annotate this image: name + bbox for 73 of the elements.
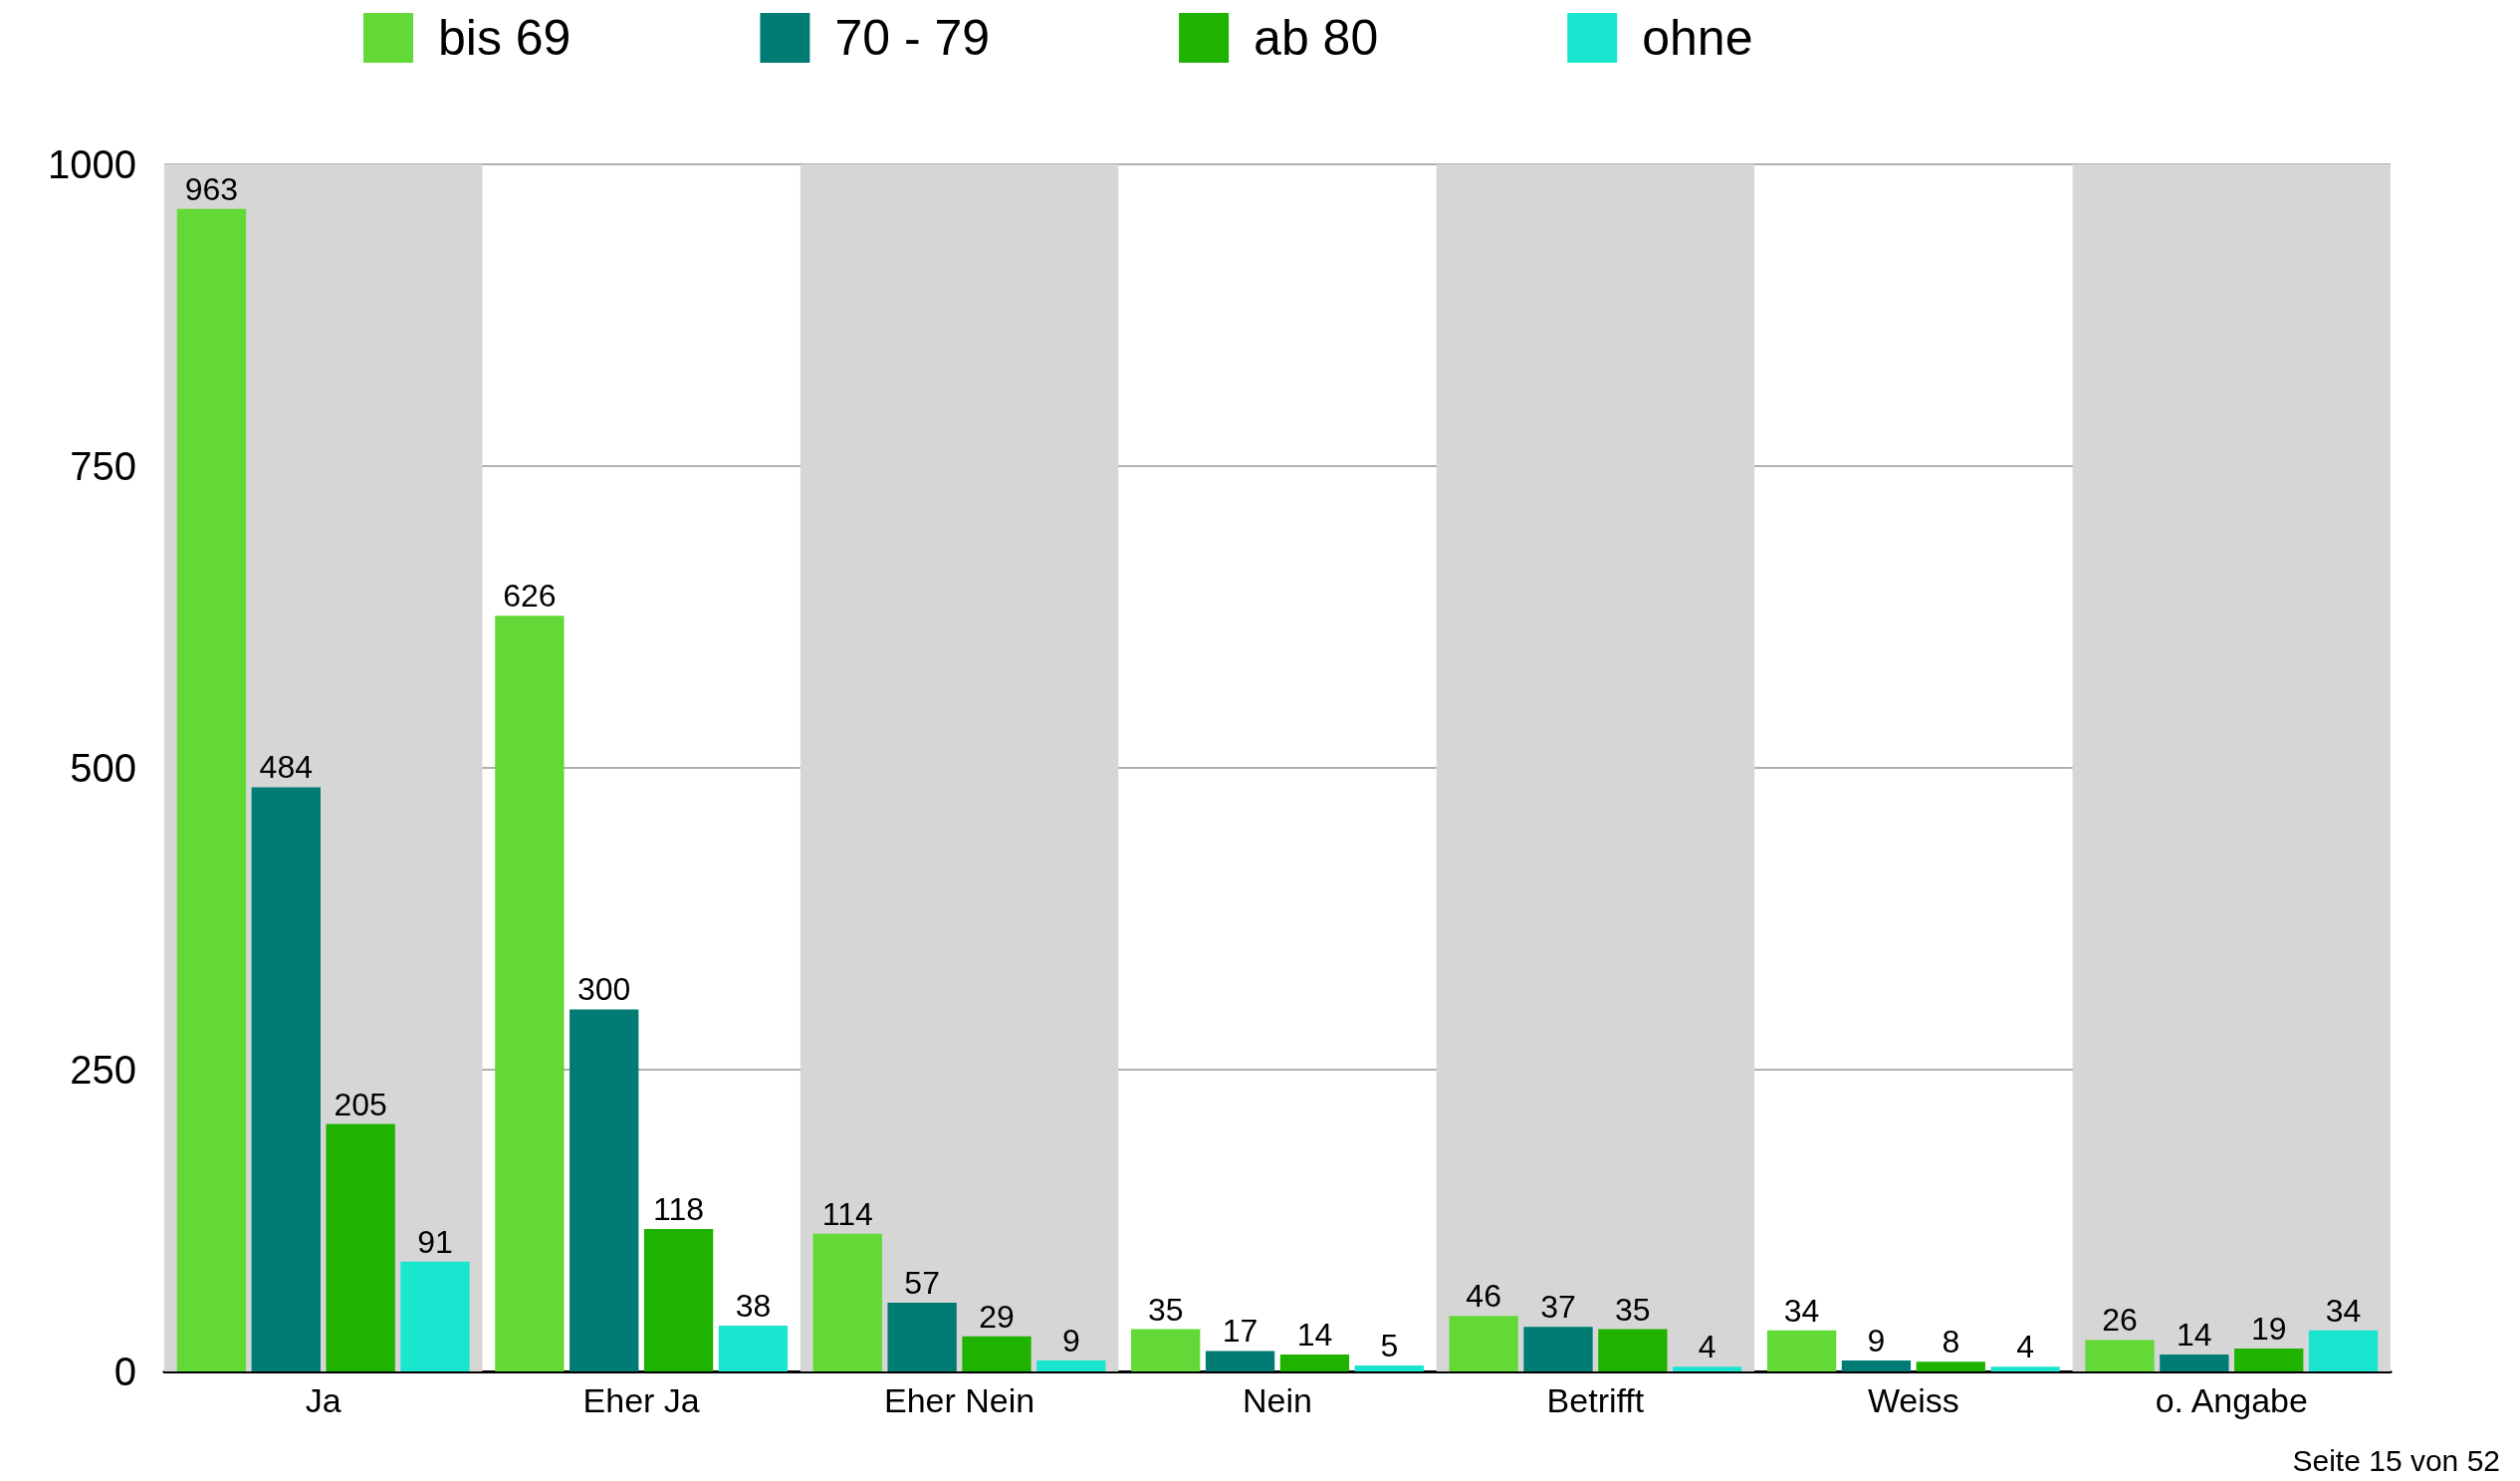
bar <box>1766 1330 1837 1371</box>
x-tick-label: Betrifft <box>1546 1381 1645 1419</box>
legend-label: 70 - 79 <box>834 10 991 66</box>
data-label: 17 <box>1222 1313 1259 1350</box>
data-label: 300 <box>577 971 631 1008</box>
legend-label: ab 80 <box>1254 10 1379 66</box>
x-tick-label: Eher Nein <box>883 1381 1035 1419</box>
bar <box>570 1009 639 1371</box>
bar <box>1841 1360 1912 1371</box>
bar <box>1916 1361 1985 1371</box>
bar <box>176 208 247 1371</box>
data-label: 91 <box>417 1223 453 1260</box>
y-tick-label: 250 <box>70 1048 136 1092</box>
data-label: 38 <box>735 1287 772 1324</box>
data-label: 19 <box>2250 1310 2287 1347</box>
bar <box>400 1261 470 1371</box>
bar <box>887 1302 957 1371</box>
bar <box>2234 1348 2304 1371</box>
legend-label: ohne <box>1642 10 1753 66</box>
data-label: 34 <box>1783 1292 1820 1329</box>
data-label: 9 <box>1867 1323 1886 1359</box>
bar <box>1205 1351 1275 1371</box>
bar <box>1279 1355 1350 1371</box>
y-tick-label: 750 <box>70 444 136 488</box>
bar <box>2308 1330 2379 1371</box>
data-label: 626 <box>503 578 557 615</box>
y-tick-label: 500 <box>70 746 136 790</box>
data-label: 35 <box>1615 1291 1651 1328</box>
bar <box>1523 1327 1593 1371</box>
y-tick-label: 1000 <box>48 142 136 186</box>
data-label: 34 <box>2325 1292 2362 1329</box>
data-label: 14 <box>1296 1317 1333 1354</box>
bar <box>1036 1360 1106 1371</box>
data-label: 484 <box>259 749 313 786</box>
bar <box>1598 1329 1668 1371</box>
x-tick-label: Nein <box>1243 1381 1312 1419</box>
data-label: 963 <box>184 170 239 207</box>
data-label: 57 <box>904 1264 940 1301</box>
data-label: 46 <box>1466 1278 1501 1315</box>
legend-label: bis 69 <box>438 10 572 66</box>
data-label: 9 <box>1061 1323 1080 1359</box>
data-label: 5 <box>1380 1327 1399 1363</box>
x-tick-label: o. Angabe <box>2155 1381 2308 1419</box>
bar <box>2160 1355 2229 1371</box>
data-label: 26 <box>2102 1302 2138 1339</box>
x-tick-label: Ja <box>305 1381 342 1419</box>
bar <box>718 1325 789 1371</box>
y-tick-label: 0 <box>114 1350 136 1393</box>
bar <box>643 1228 714 1371</box>
data-label: 37 <box>1540 1289 1576 1326</box>
data-label: 205 <box>334 1086 387 1122</box>
bar <box>962 1336 1031 1371</box>
x-tick-label: Weiss <box>1867 1381 1959 1419</box>
bar <box>1990 1366 2060 1371</box>
bar <box>1354 1364 1424 1371</box>
bar <box>1131 1329 1201 1371</box>
bar <box>1449 1316 1518 1371</box>
bar <box>1673 1366 1742 1371</box>
data-label: 35 <box>1147 1291 1184 1328</box>
data-label: 118 <box>653 1190 705 1227</box>
bar <box>2085 1340 2155 1371</box>
data-label: 4 <box>2016 1329 2035 1365</box>
x-tick-label: Eher Ja <box>582 1381 700 1419</box>
text: Seite 15 von 52 <box>2292 1443 2501 1477</box>
data-label: 14 <box>2176 1317 2212 1354</box>
data-label: 8 <box>1942 1324 1960 1360</box>
data-label: 114 <box>821 1195 873 1232</box>
bar <box>251 787 321 1371</box>
data-label: 4 <box>1698 1329 1717 1365</box>
bar <box>326 1123 395 1371</box>
bar <box>812 1233 882 1371</box>
data-label: 29 <box>979 1298 1015 1335</box>
bar <box>495 616 565 1371</box>
